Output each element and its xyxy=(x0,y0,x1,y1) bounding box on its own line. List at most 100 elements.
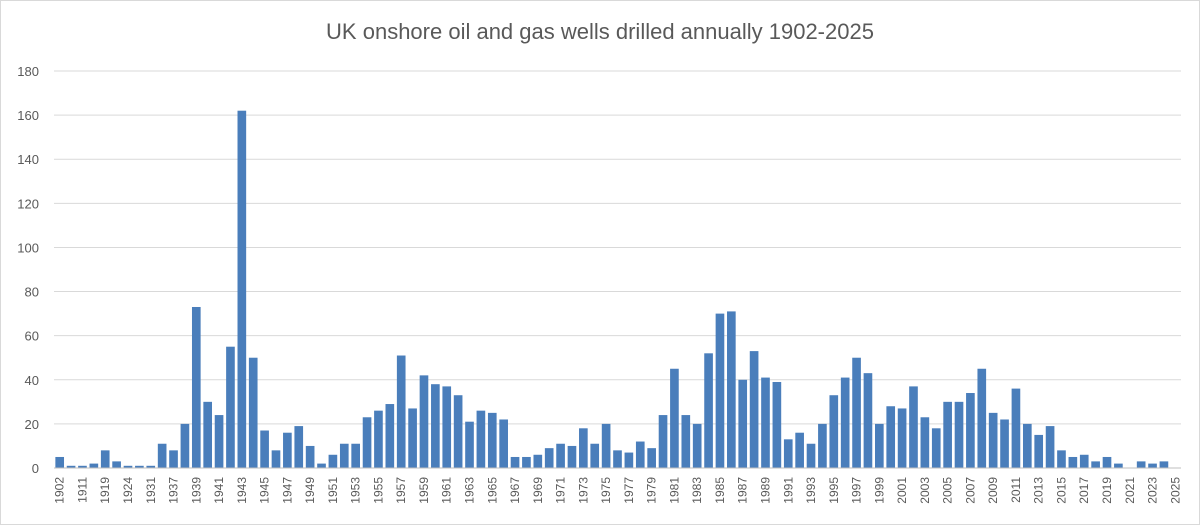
x-axis-tick-labels: 1902 1911 1919 1924 1931 1937 1939 1941 1943 1945… xyxy=(53,477,1183,504)
gridlines xyxy=(54,70,1181,425)
x-tick-label: 1995 xyxy=(827,477,841,504)
bar-2004 xyxy=(931,428,941,468)
bar-2011 xyxy=(1011,388,1021,468)
bar-1982 xyxy=(681,415,691,468)
bar-1978 xyxy=(635,441,645,468)
bar-2010 xyxy=(1000,419,1009,468)
bar-1924 xyxy=(123,465,133,468)
x-tick-label: 1999 xyxy=(872,477,886,504)
bar-1999 xyxy=(875,423,884,468)
bar-1931 xyxy=(146,465,156,468)
bar-1962 xyxy=(453,395,463,468)
bar-2013 xyxy=(1034,434,1044,468)
bar-1957 xyxy=(396,355,406,468)
bar-1939 xyxy=(191,306,201,468)
x-tick-label: 1919 xyxy=(98,477,112,504)
bar-1994 xyxy=(818,423,827,468)
bar-1948 xyxy=(294,426,304,468)
chart-title: UK onshore oil and gas wells drilled ann… xyxy=(326,19,874,44)
bar-2000 xyxy=(886,406,896,468)
bar-1973 xyxy=(579,428,588,468)
bar-1943 xyxy=(237,110,247,468)
x-tick-label: 2013 xyxy=(1032,477,1046,504)
bar-1945 xyxy=(260,430,269,468)
y-tick-label: 180 xyxy=(17,64,39,79)
bar-1902 xyxy=(55,456,65,468)
x-tick-label: 1975 xyxy=(599,477,613,504)
bar-1990 xyxy=(772,381,782,468)
bar-1965 xyxy=(487,412,497,468)
bar-2022 xyxy=(1136,461,1146,468)
bar-1981 xyxy=(670,368,679,468)
x-tick-label: 1967 xyxy=(508,477,522,504)
x-tick-label: 1955 xyxy=(371,477,385,504)
x-tick-label: 1965 xyxy=(485,477,499,504)
x-tick-label: 1945 xyxy=(258,477,272,504)
x-tick-label: 2019 xyxy=(1100,477,1114,504)
bar-1972 xyxy=(567,445,577,468)
bar-1911 xyxy=(78,465,87,468)
y-tick-label: 60 xyxy=(25,329,39,344)
bar-1940 xyxy=(203,401,213,468)
bar-1938 xyxy=(180,423,190,468)
x-tick-label: 2003 xyxy=(918,477,932,504)
x-tick-label: 1979 xyxy=(645,477,659,504)
y-tick-label: 40 xyxy=(25,373,39,388)
x-tick-label: 2007 xyxy=(963,477,977,504)
bar-1985 xyxy=(715,313,725,468)
bar-2017 xyxy=(1079,454,1089,468)
x-tick-label: 1931 xyxy=(144,477,158,504)
x-tick-label: 2005 xyxy=(941,477,955,504)
x-tick-label: 1947 xyxy=(280,477,294,504)
bar-1910 xyxy=(66,465,76,468)
y-axis-tick-labels: 0 20 40 60 80 100 120 140 160 180 xyxy=(17,64,39,476)
bar-2005 xyxy=(943,401,952,468)
y-tick-label: 0 xyxy=(32,461,39,476)
x-tick-label: 1957 xyxy=(394,477,408,504)
bar-1988 xyxy=(749,351,759,468)
bar-2012 xyxy=(1022,423,1032,468)
bar-1996 xyxy=(840,377,850,468)
bar-1983 xyxy=(692,423,702,468)
bar-1944 xyxy=(248,357,258,468)
bar-1929 xyxy=(135,465,144,468)
bar-1966 xyxy=(499,419,508,468)
bar-1992 xyxy=(795,432,804,468)
x-tick-label: 2021 xyxy=(1123,477,1137,504)
bars xyxy=(55,110,1169,468)
bar-1952 xyxy=(339,443,349,468)
x-tick-label: 2017 xyxy=(1077,477,1091,504)
bar-1977 xyxy=(624,452,634,468)
y-tick-label: 100 xyxy=(17,240,39,255)
bar-1969 xyxy=(533,454,543,468)
x-tick-label: 1924 xyxy=(121,477,135,504)
bar-1984 xyxy=(704,353,713,468)
x-tick-label: 2023 xyxy=(1146,477,1160,504)
bar-1991 xyxy=(783,439,793,468)
x-tick-label: 1993 xyxy=(804,477,818,504)
bar-1951 xyxy=(328,454,338,468)
bar-2014 xyxy=(1045,426,1055,468)
bar-1934 xyxy=(157,443,167,468)
x-tick-label: 1911 xyxy=(75,477,89,503)
x-tick-label: 1937 xyxy=(167,477,181,504)
x-tick-label: 1991 xyxy=(781,477,795,504)
bar-1954 xyxy=(362,417,372,468)
bar-1960 xyxy=(431,384,440,468)
bar-1955 xyxy=(374,410,383,468)
bar-1993 xyxy=(806,443,816,468)
bar-1964 xyxy=(476,410,486,468)
x-tick-label: 2001 xyxy=(895,477,909,504)
bar-1918 xyxy=(89,463,99,468)
bar-2001 xyxy=(897,408,907,468)
bar-2019 xyxy=(1102,456,1112,468)
bar-1989 xyxy=(761,377,770,468)
bar-2009 xyxy=(988,412,998,468)
bar-2020 xyxy=(1114,463,1123,468)
bar-2003 xyxy=(920,417,930,468)
x-tick-label: 1987 xyxy=(736,477,750,504)
x-tick-label: 1973 xyxy=(576,477,590,504)
bar-1949 xyxy=(305,445,315,468)
bar-1970 xyxy=(544,448,554,468)
x-tick-label: 1963 xyxy=(463,477,477,504)
